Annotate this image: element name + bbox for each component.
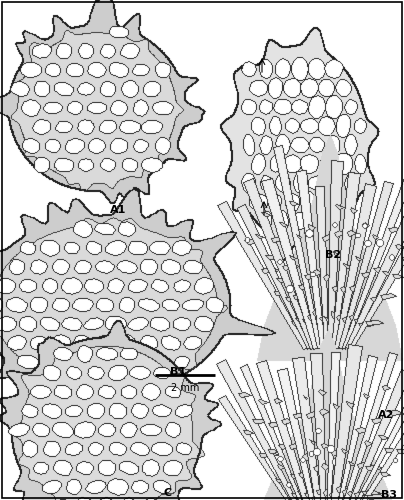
Text: B1: B1	[170, 367, 186, 377]
Text: C: C	[163, 488, 171, 498]
Text: B3: B3	[381, 490, 397, 500]
Text: B2: B2	[325, 250, 341, 260]
Text: 2 mm: 2 mm	[171, 383, 199, 393]
Text: A1: A1	[110, 205, 126, 215]
Text: A2: A2	[378, 410, 394, 420]
